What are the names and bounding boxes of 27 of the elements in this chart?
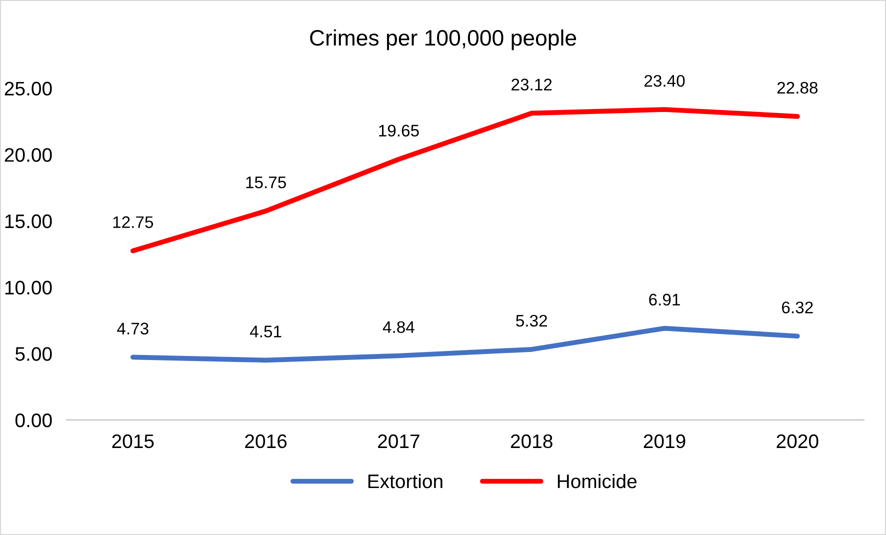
data-label: 23.12: [512, 78, 552, 90]
x-tick-label: 2020: [776, 434, 818, 448]
data-label: 4.84: [382, 321, 414, 334]
x-tick-label: 2017: [378, 434, 420, 448]
chart-title: Crimes per 100,000 people: [310, 29, 576, 50]
x-tick-label: 2019: [644, 434, 686, 448]
data-label: 12.75: [113, 216, 154, 228]
x-tick-label: 2016: [245, 434, 287, 448]
x-tick-label: 2018: [510, 434, 552, 448]
data-label: 23.40: [644, 74, 685, 87]
y-tick-label: 20.00: [4, 148, 52, 162]
y-tick-label: 5.00: [16, 347, 52, 361]
data-label: 15.75: [246, 176, 286, 188]
data-label: 22.88: [777, 82, 818, 94]
x-tick-label: 2015: [112, 434, 154, 448]
data-label: 4.51: [250, 326, 282, 338]
y-tick-label: 15.00: [5, 214, 52, 228]
data-label: 19.65: [379, 124, 419, 137]
legend-label: Homicide: [558, 474, 637, 488]
y-tick-label: 0.00: [15, 413, 52, 428]
data-label: 5.32: [516, 314, 547, 327]
legend-label: Extortion: [368, 474, 442, 488]
y-tick-label: 10.00: [5, 280, 52, 295]
data-label: 6.32: [782, 302, 813, 314]
data-label: 6.91: [649, 294, 680, 306]
data-label: 4.73: [117, 322, 148, 334]
y-tick-label: 25.00: [4, 82, 52, 96]
